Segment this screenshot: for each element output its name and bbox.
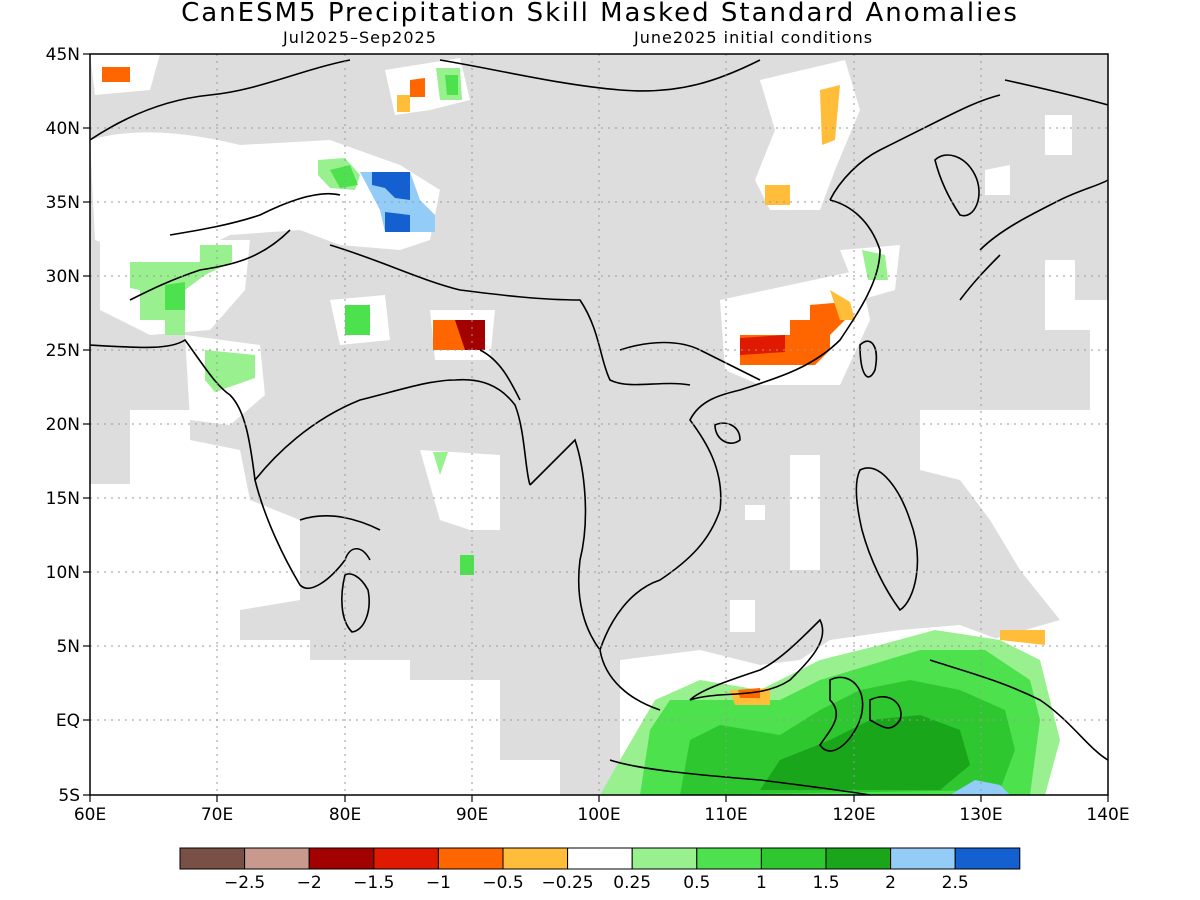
lat-label: 5S (58, 786, 80, 806)
colorbar-label: −1 (426, 873, 451, 893)
lat-label: 25N (46, 341, 80, 361)
colorbar-label: −2.5 (224, 873, 265, 893)
graticule (90, 54, 1108, 795)
map-plot-area (90, 54, 1108, 795)
colorbar-label: −1.5 (353, 873, 394, 893)
forecast-period: Jul2025–Sep2025 (283, 28, 437, 47)
colorbar: −2.5 −2 −1.5 −1 −0.5 −0.25 0.25 0.5 1 1.5 2 2.5 (179, 847, 1021, 893)
lat-label: 10N (46, 563, 80, 583)
lat-label: 30N (46, 267, 80, 287)
colorbar-label: 2.5 (942, 873, 969, 893)
colorbar-swatch (954, 847, 1021, 870)
colorbar-label: −0.25 (542, 873, 594, 893)
lat-label: 20N (46, 415, 80, 435)
negative-anomaly-areas (102, 67, 1045, 705)
colorbar-swatch (631, 847, 698, 870)
lat-label: 5N (56, 637, 80, 657)
lon-label: 140E (1086, 805, 1129, 825)
lat-label: 35N (46, 193, 80, 213)
lon-label: 90E (456, 805, 488, 825)
lon-label: 120E (832, 805, 875, 825)
latitude-labels: 45N 40N 35N 30N 25N 20N 15N 10N 5N EQ 5S (46, 45, 80, 806)
lon-label: 80E (329, 805, 361, 825)
colorbar-label: 1 (756, 873, 767, 893)
lon-label: 110E (704, 805, 747, 825)
colorbar-swatch (373, 847, 439, 870)
colorbar-label: 0.25 (613, 873, 651, 893)
lon-label: 100E (577, 805, 620, 825)
coastlines (90, 59, 1108, 795)
lat-label: EQ (56, 711, 80, 731)
colorbar-swatch (890, 847, 956, 870)
colorbar-label: 0.5 (683, 873, 710, 893)
colorbar-swatch (502, 847, 569, 870)
initial-conditions: June2025 initial conditions (634, 28, 874, 47)
colorbar-swatch (760, 847, 827, 870)
colorbar-label: −0.5 (482, 873, 523, 893)
colorbar-swatch (308, 847, 375, 870)
positive-anomaly-areas (130, 68, 1060, 795)
axis-ticks (83, 53, 1109, 802)
colorbar-swatch (244, 847, 310, 870)
colorbar-swatch (437, 847, 504, 870)
colorbar-swatch (567, 847, 633, 870)
lat-label: 15N (46, 489, 80, 509)
lon-label: 130E (959, 805, 1002, 825)
map-title: CanESM5 Precipitation Skill Masked Stand… (181, 0, 1019, 28)
longitude-labels: 60E 70E 80E 90E 100E 110E 120E 130E 140E (74, 805, 1130, 825)
lat-label: 40N (46, 119, 80, 139)
colorbar-label: −2 (297, 873, 322, 893)
colorbar-label: 1.5 (812, 873, 839, 893)
colorbar-swatch (825, 847, 892, 870)
colorbar-label: 2 (885, 873, 896, 893)
colorbar-swatch (179, 847, 246, 870)
lon-label: 60E (74, 805, 106, 825)
lat-label: 45N (46, 45, 80, 65)
colorbar-swatch (696, 847, 762, 870)
lon-label: 70E (201, 805, 233, 825)
